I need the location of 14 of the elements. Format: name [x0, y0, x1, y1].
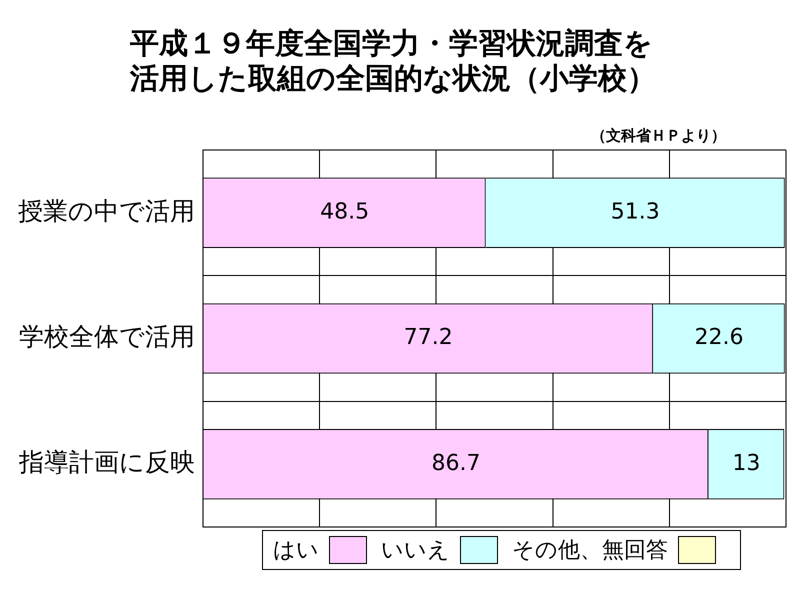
- data-label: 77.2: [404, 325, 453, 350]
- data-label: 86.7: [431, 450, 480, 476]
- y-tick-label: 授業の中で活用: [18, 196, 195, 226]
- data-label: 51.3: [610, 200, 660, 225]
- text: （文科省ＨＰより）: [591, 126, 726, 144]
- y-tick-label: 指導計画に反映: [18, 448, 195, 477]
- data-label: 13: [732, 450, 760, 476]
- data-label: 22.6: [694, 325, 744, 350]
- legend-label: その他、無回答: [512, 537, 668, 565]
- data-label: 48.5: [320, 200, 370, 225]
- y-tick-label: 学校全体で活用: [19, 322, 195, 351]
- chart-title: 平成１９年度全国学力・学習状況調査を活用した取組の全国的な状況（小学校）: [130, 25, 657, 97]
- legend-label: いいえ: [381, 537, 450, 565]
- legend-label: はい: [273, 537, 319, 565]
